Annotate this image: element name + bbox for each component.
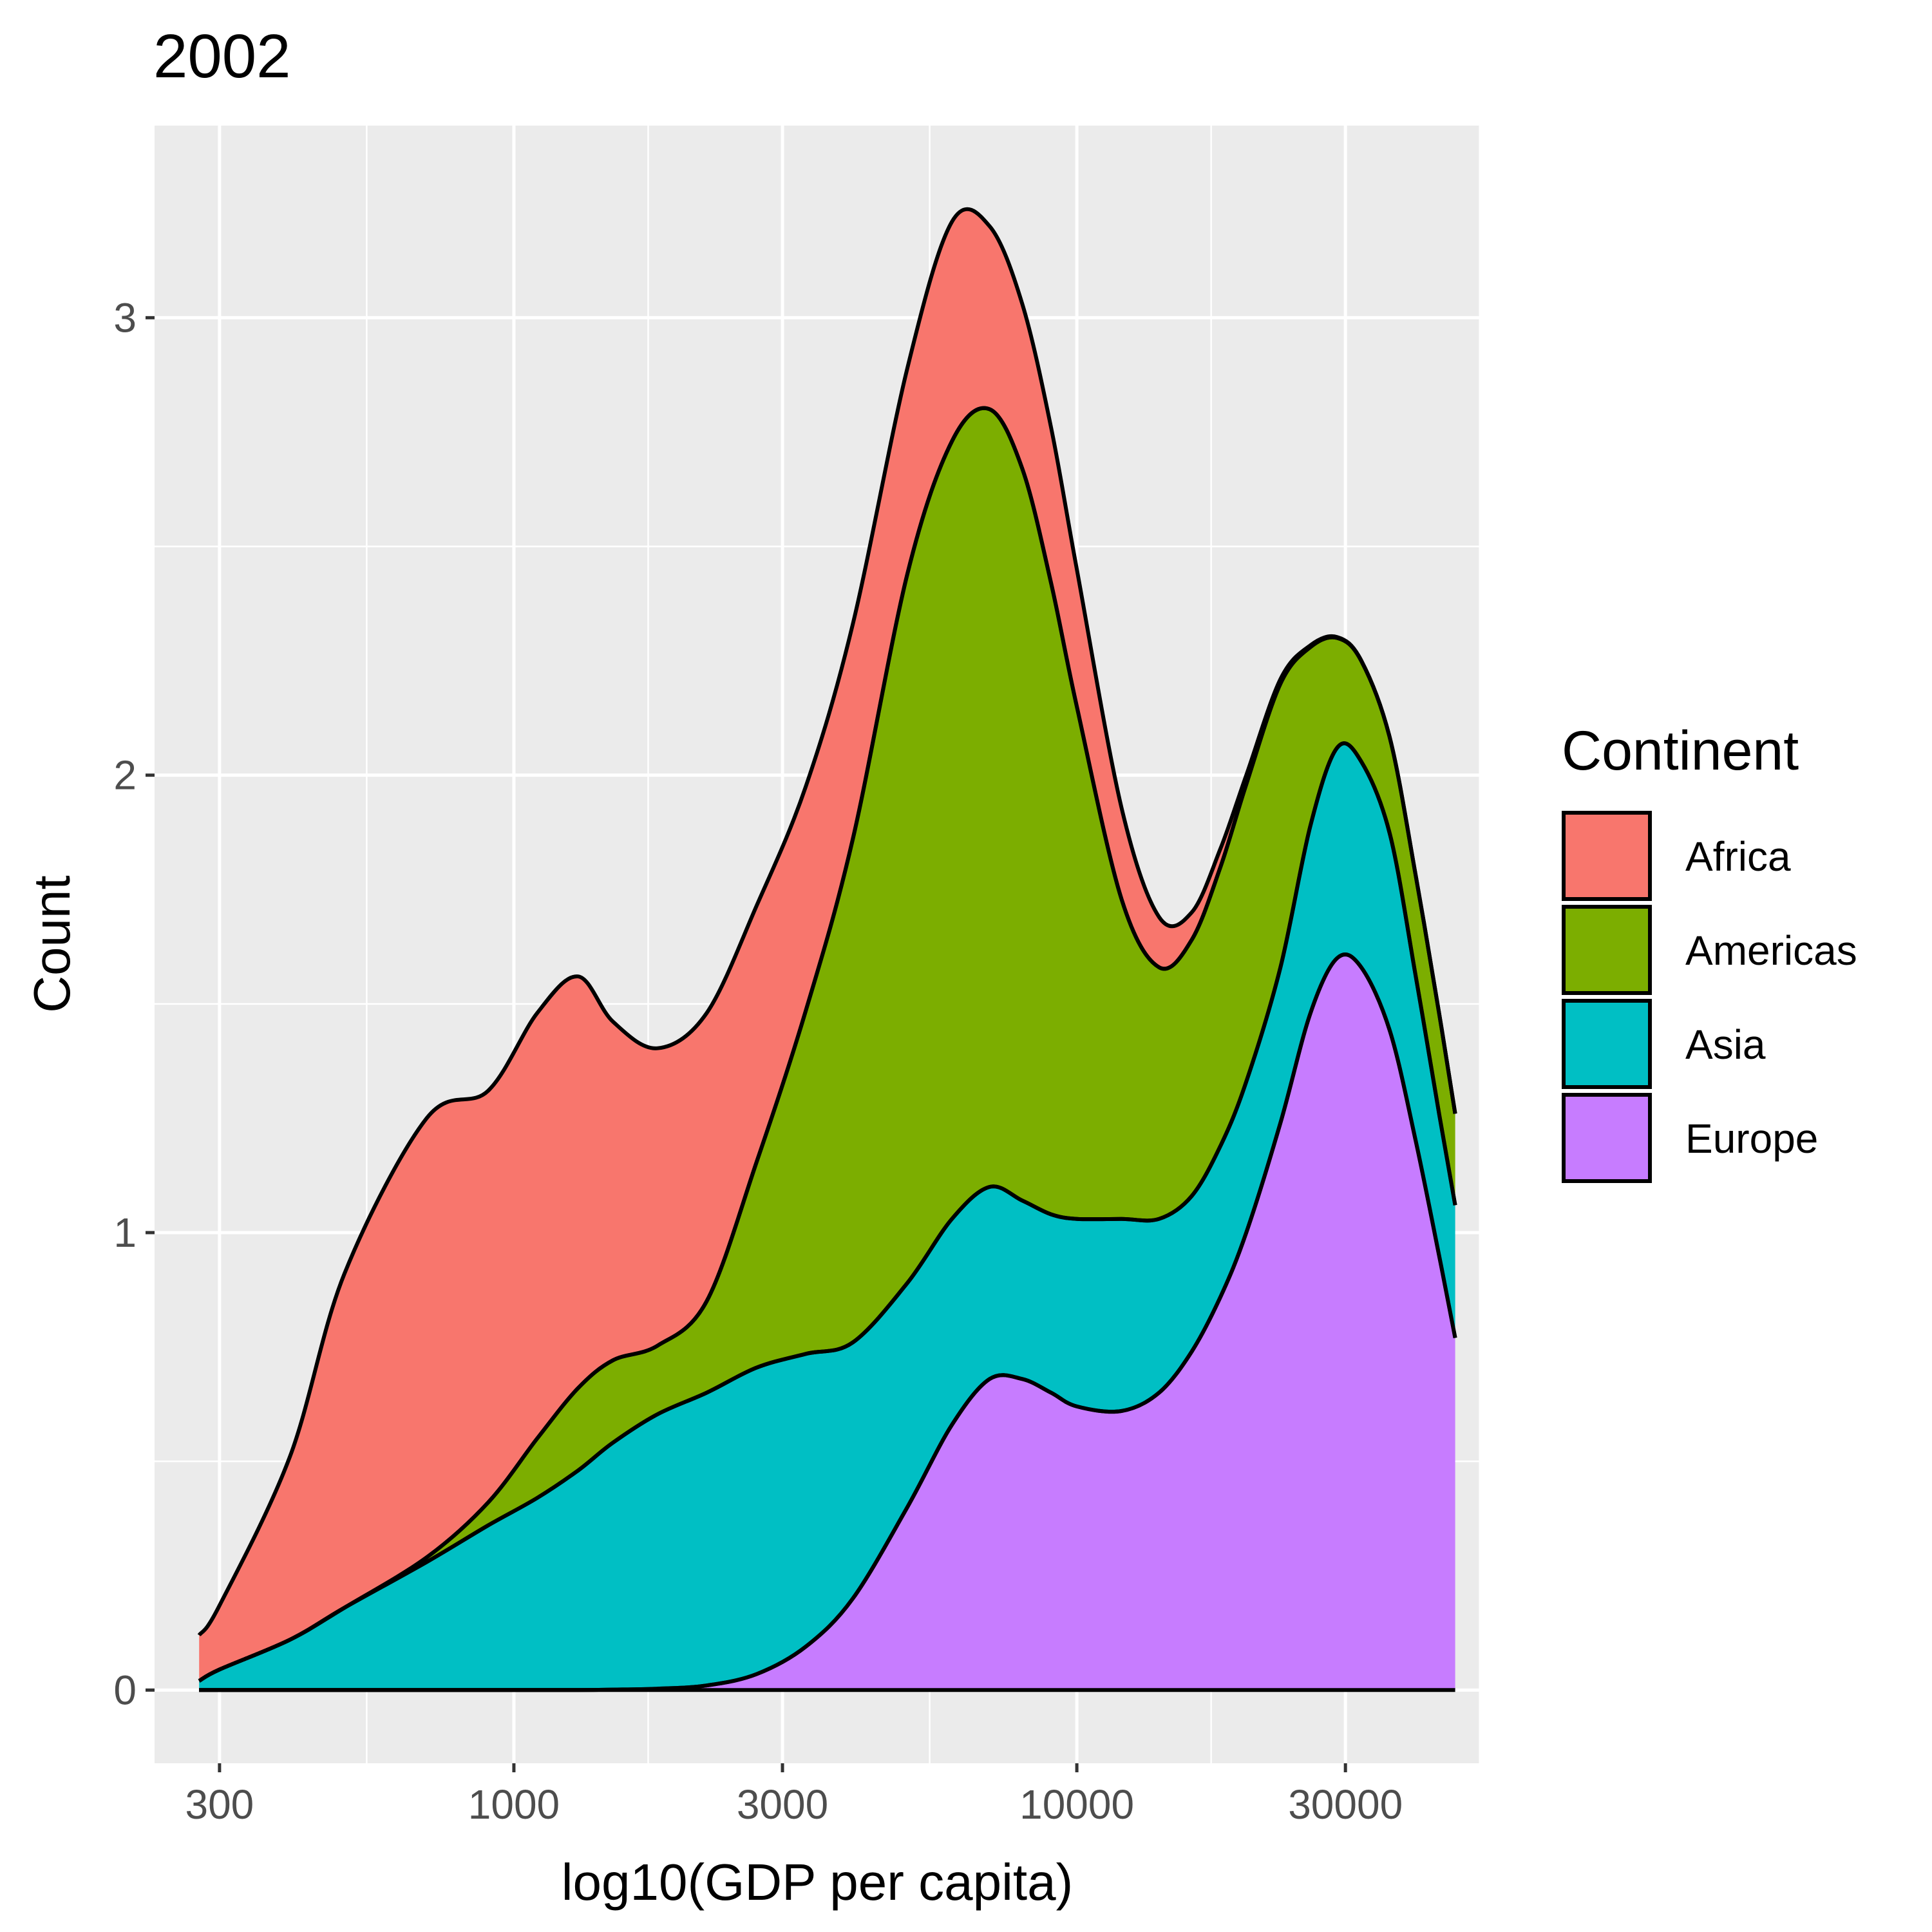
y-tick-label: 3 [113,294,137,341]
area-europe [199,954,1455,1690]
stacked-areas [197,207,1457,1692]
area-outline-bottom-africa [198,406,1457,1683]
y-tick-label: 1 [113,1209,137,1256]
x-axis: 300 1000 3000 10000 30000 [185,1763,1403,1828]
legend-label-asia: Asia [1685,1021,1766,1068]
legend-key-americas [1562,905,1652,995]
x-tick-label: 1000 [468,1781,560,1828]
area-asia [199,743,1455,1690]
x-tick-label: 3000 [737,1781,828,1828]
chart-title: 2002 [153,22,291,91]
y-axis: 0 1 2 3 [113,294,155,1713]
area-outline-bottom-asia [199,952,1457,1692]
legend-label-africa: Africa [1685,833,1791,880]
legend-label-americas: Americas [1685,927,1857,974]
legend-label-europe: Europe [1685,1115,1818,1162]
y-axis-title: Count [23,875,80,1012]
legend: Continent Africa Americas Asia Europe [1562,720,1857,1183]
area-outline-bottom-americas [198,741,1457,1683]
y-tick-label: 2 [113,752,137,799]
area-americas [199,408,1455,1681]
legend-title: Continent [1562,720,1799,782]
legend-key-africa [1562,811,1652,901]
x-axis-title: log10(GDP per capita) [562,1853,1074,1911]
legend-items: Africa Americas Asia Europe [1562,811,1857,1183]
x-tick-label: 10000 [1019,1781,1134,1828]
x-tick-label: 300 [185,1781,254,1828]
legend-key-asia [1562,999,1652,1089]
area-africa [199,209,1455,1681]
x-tick-label: 30000 [1288,1781,1403,1828]
legend-key-europe [1562,1093,1652,1183]
y-tick-label: 0 [113,1667,137,1713]
